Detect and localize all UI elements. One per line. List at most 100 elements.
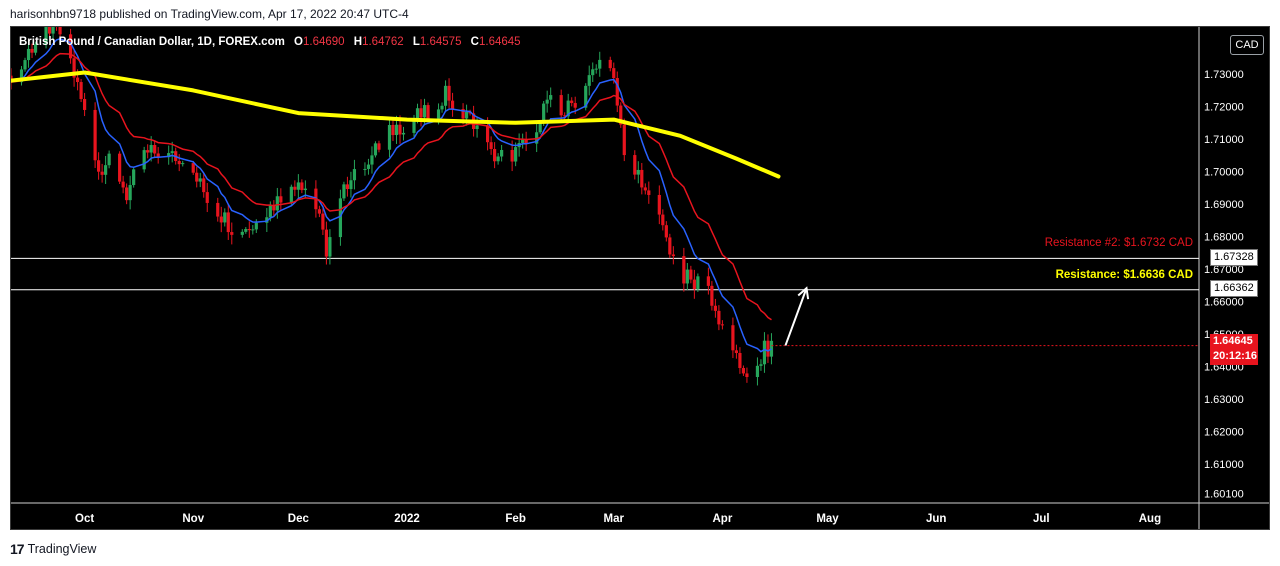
candle-body: [216, 202, 220, 217]
candle-body: [293, 186, 297, 190]
candle-body: [440, 105, 444, 110]
x-tick-label: Aug: [1139, 513, 1161, 525]
candle-body: [142, 150, 146, 170]
candle-body: [321, 213, 325, 230]
candle-body: [475, 125, 479, 129]
y-tick-label: 1.60100: [1204, 488, 1244, 500]
low-value: 1.64575: [419, 36, 462, 48]
candle-body: [377, 143, 381, 150]
candle-body: [30, 48, 34, 53]
candle-body: [26, 48, 31, 61]
candle-body: [230, 232, 234, 235]
footer-logo[interactable]: 17 TradingView: [10, 541, 96, 557]
candle-body: [328, 237, 332, 257]
chart-legend: British Pound / Canadian Dollar, 1D, FOR…: [19, 36, 521, 48]
candle-body: [615, 78, 619, 106]
candle-body: [125, 187, 129, 201]
candle-body: [685, 269, 689, 284]
candle-body: [573, 103, 577, 108]
candle-body: [352, 169, 357, 181]
candle-body: [447, 85, 451, 101]
candle-body: [612, 68, 616, 79]
candle-body: [198, 178, 202, 182]
candle-body: [93, 109, 97, 161]
candle-body: [710, 285, 714, 306]
candle-body: [373, 143, 378, 156]
candle-body: [268, 205, 272, 218]
symbol-title: British Pound / Canadian Dollar, 1D, FOR…: [19, 36, 285, 48]
candle-body: [731, 325, 735, 351]
candle-body: [153, 145, 157, 154]
y-tick-label: 1.66000: [1204, 297, 1244, 309]
candle-body: [570, 100, 574, 104]
candle-body: [47, 27, 52, 34]
candle-body: [436, 109, 441, 119]
candle-body: [251, 229, 255, 231]
candle-body: [622, 124, 626, 156]
candle-body: [594, 68, 598, 70]
candle-body: [100, 171, 104, 175]
y-tick-label: 1.69000: [1204, 199, 1244, 211]
candle-body: [664, 225, 668, 238]
candle-body: [44, 27, 48, 45]
candle-body: [275, 196, 279, 211]
candle-body: [33, 44, 38, 53]
resistance2-price-tag: 1.67328: [1210, 249, 1258, 266]
candle-body: [500, 149, 504, 157]
candle-body: [272, 205, 276, 211]
candle-body: [191, 163, 195, 173]
candle-body: [240, 231, 244, 235]
candle-body: [591, 69, 595, 76]
candle-body: [559, 95, 563, 116]
price-chart[interactable]: 1.73000 1.72000 1.71000 1.70000 1.69000 1.680…: [11, 27, 1269, 529]
candle-body: [426, 105, 430, 119]
candle-body: [745, 373, 749, 378]
y-tick-label: 1.70000: [1204, 167, 1244, 179]
candle-body: [496, 156, 500, 162]
candle-body: [587, 75, 591, 86]
candle-body: [254, 222, 258, 230]
x-tick-label: Jul: [1033, 513, 1050, 525]
candle-body: [345, 184, 350, 190]
high-label: H: [353, 36, 363, 48]
candle-body: [412, 118, 416, 133]
candle-body: [303, 188, 307, 191]
candle-body: [167, 153, 171, 158]
candle-body: [636, 169, 640, 175]
candle-body: [468, 111, 472, 114]
last-price-tag: 1.64645 20:12:16: [1210, 334, 1258, 365]
candle-body: [668, 237, 672, 255]
candle-body: [68, 34, 73, 59]
candle-body: [643, 187, 647, 191]
candle-body: [633, 155, 637, 175]
currency-badge[interactable]: CAD: [1230, 35, 1264, 55]
candle-body: [289, 186, 293, 203]
y-tick-label: 1.72000: [1204, 102, 1244, 114]
candle-body: [464, 111, 469, 119]
candle-body: [415, 108, 420, 119]
candle-body: [181, 163, 185, 165]
candle-body: [300, 182, 304, 191]
candle-body: [342, 184, 346, 199]
candle-body: [549, 95, 553, 100]
footer-brand: TradingView: [27, 542, 97, 556]
candle-body: [535, 132, 539, 144]
candle-body: [244, 229, 248, 232]
candle-body: [107, 153, 111, 166]
y-tick-label: 1.71000: [1204, 134, 1244, 146]
candle-body: [97, 160, 101, 172]
y-tick-label: 1.61000: [1204, 459, 1244, 471]
ma-mid-line: [11, 52, 772, 321]
candle-body: [759, 364, 763, 366]
candle-body: [265, 217, 269, 223]
candle-body: [366, 164, 371, 169]
candle-body: [23, 60, 27, 70]
candle-body: [401, 132, 406, 135]
candle-body: [370, 155, 374, 165]
candle-body: [72, 58, 76, 78]
x-tick-label: Mar: [604, 513, 625, 525]
candle-body: [170, 151, 174, 154]
y-tick-label: 1.68000: [1204, 232, 1244, 244]
chart-frame[interactable]: 1.73000 1.72000 1.71000 1.70000 1.69000 1.680…: [10, 26, 1270, 530]
candle-body: [75, 77, 80, 83]
